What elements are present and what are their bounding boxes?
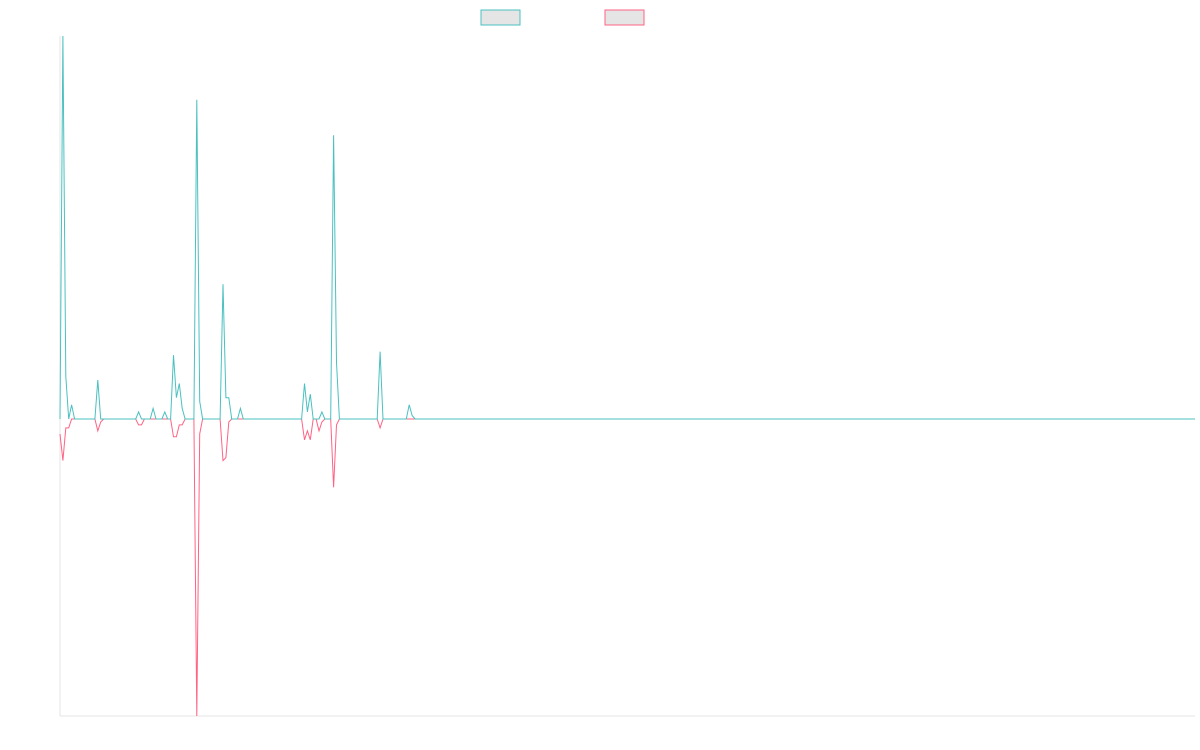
series-layer xyxy=(59,35,1195,717)
axes xyxy=(59,36,1195,717)
legend-swatch-series-1[interactable] xyxy=(480,9,521,26)
legend xyxy=(480,9,645,26)
series-2-line xyxy=(59,418,416,717)
series-1-line xyxy=(59,35,1195,420)
legend-swatch-series-2[interactable] xyxy=(604,9,645,26)
